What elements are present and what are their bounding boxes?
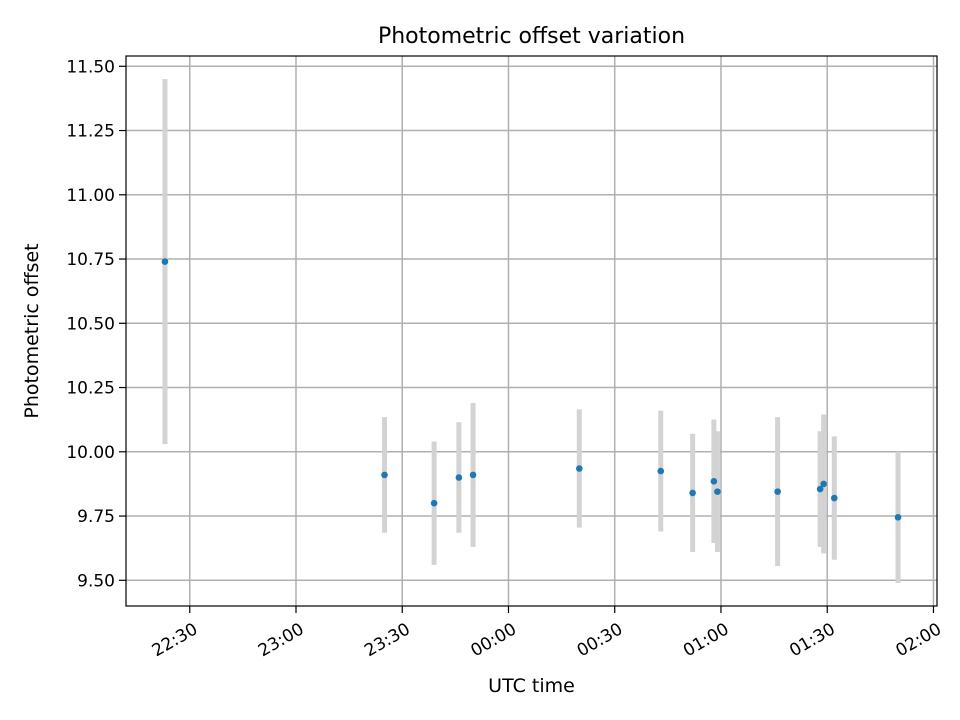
- data-point: [430, 499, 438, 507]
- data-point: [576, 465, 583, 472]
- data-points: [161, 258, 902, 521]
- y-tick-label: 11.25: [66, 122, 115, 142]
- y-tick-label: 10.00: [66, 443, 115, 463]
- data-point: [161, 258, 169, 265]
- y-ticks: 9.50 9.75 10.00 10.25 10.50 10.75 11.00 11.25 11…: [66, 57, 126, 591]
- x-tick-label: 22:30: [149, 619, 201, 661]
- data-point: [381, 471, 388, 479]
- data-point: [455, 474, 463, 481]
- x-tick-label: 01:30: [786, 619, 838, 661]
- plot-frame: [125, 55, 938, 607]
- x-tick-label: 23:30: [361, 619, 413, 661]
- y-tick-label: 9.50: [77, 571, 115, 591]
- chart-title: Photometric offset variation: [378, 24, 685, 49]
- x-axis-label: UTC time: [488, 675, 575, 697]
- y-tick-label: 10.50: [66, 314, 115, 334]
- x-tick-label: 23:00: [255, 619, 307, 661]
- x-tick-label: 01:00: [680, 619, 732, 661]
- data-point: [657, 467, 665, 475]
- data-point: [469, 471, 477, 479]
- y-tick-label: 10.75: [66, 250, 115, 270]
- y-gridlines: [126, 65, 937, 582]
- data-point: [714, 488, 721, 495]
- data-point: [894, 514, 902, 521]
- data-point: [689, 489, 696, 497]
- data-point: [710, 478, 718, 485]
- y-tick-label: 11.00: [66, 186, 115, 206]
- y-tick-label: 10.25: [66, 379, 115, 399]
- x-tick-label: 00:30: [574, 619, 626, 661]
- x-gridlines: [188, 56, 935, 606]
- data-point: [816, 485, 824, 493]
- data-point: [774, 488, 781, 495]
- y-tick-label: 11.50: [66, 57, 115, 77]
- y-axis-label: Photometric offset: [21, 243, 43, 418]
- x-tick-label: 00:00: [468, 619, 520, 661]
- x-tick-label: 02:00: [893, 619, 945, 661]
- errorbars: [162, 79, 901, 583]
- data-point: [820, 480, 827, 488]
- data-point: [830, 494, 838, 502]
- x-ticks: 22:30 23:00 23:30 00:00 00:30 01:00 01:30 02:00: [149, 606, 945, 661]
- y-tick-label: 9.75: [77, 507, 115, 527]
